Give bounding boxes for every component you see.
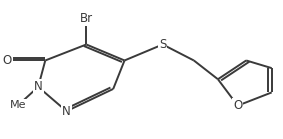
Text: Me: Me <box>10 100 27 110</box>
Text: N: N <box>34 80 42 93</box>
Text: Br: Br <box>80 12 93 25</box>
Text: N: N <box>62 105 71 118</box>
Text: O: O <box>3 54 12 67</box>
Text: S: S <box>159 38 166 51</box>
Text: O: O <box>233 99 242 112</box>
